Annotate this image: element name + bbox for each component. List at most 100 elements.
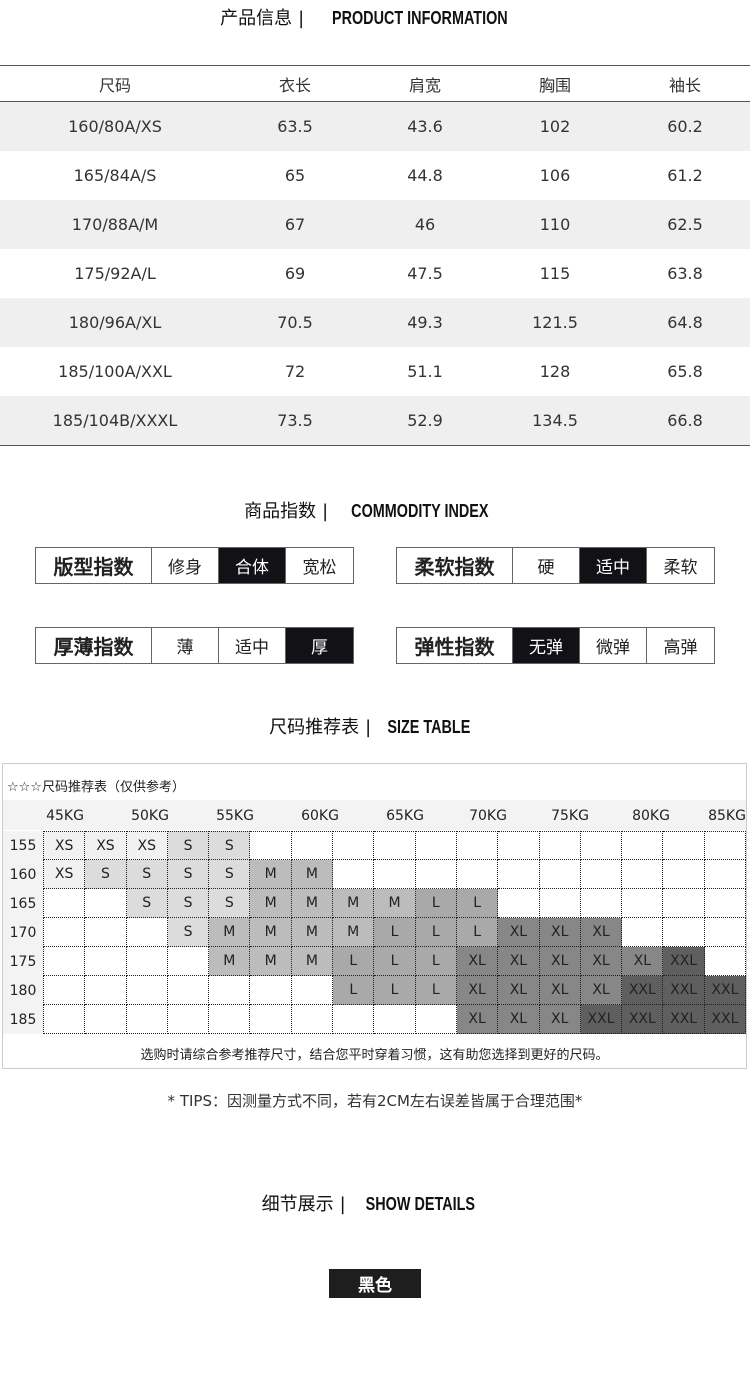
- size-cell: [498, 831, 540, 860]
- index-option: 修身: [152, 548, 219, 583]
- size-cell: M: [209, 918, 251, 947]
- weight-label: 70KG: [469, 808, 507, 824]
- size-cell: [539, 860, 581, 889]
- table-cell: 128: [539, 362, 571, 381]
- size-grid: 155 XS XS XS S S 160 XS S S S S M M 165 S S S M M M M L L 170 S M M…: [3, 831, 747, 1034]
- size-cell: [622, 831, 664, 860]
- index-option: 厚: [286, 628, 353, 663]
- size-cell: S: [126, 860, 168, 889]
- size-cell: [580, 889, 623, 918]
- table-cell: 62.5: [667, 215, 703, 234]
- weight-label: 65KG: [386, 808, 424, 824]
- size-cell: M: [209, 947, 251, 976]
- size-cell: XS: [126, 831, 168, 860]
- size-cell: [291, 976, 334, 1005]
- index-group: 弹性指数 无弹 微弹 高弹: [396, 627, 715, 664]
- table-cell: 165/84A/S: [73, 166, 157, 185]
- size-cell: XS: [85, 831, 127, 860]
- size-cell: XL: [539, 1005, 581, 1034]
- table-row: 160/80A/XS 63.5 43.6 102 60.2: [0, 102, 750, 151]
- column-header: 尺码: [98, 75, 131, 95]
- grid-row: 160 XS S S S S M M: [3, 860, 747, 889]
- index-option: 高弹: [663, 638, 698, 658]
- size-cell: [663, 889, 705, 918]
- size-cell: XXL: [622, 976, 664, 1005]
- size-cell: [291, 1005, 334, 1034]
- table-header-row: 尺码 衣长 肩宽 胸围 袖长: [0, 66, 750, 102]
- size-cell: [498, 860, 540, 889]
- size-cell: M: [374, 889, 416, 918]
- size-cell: [333, 1005, 375, 1034]
- table-cell: 60.2: [667, 117, 703, 136]
- size-cell: XXL: [663, 947, 705, 976]
- table-cell: 180/96A/XL: [68, 313, 162, 332]
- size-cell: [663, 831, 705, 860]
- height-label: 175: [9, 953, 37, 970]
- size-cell: L: [333, 947, 375, 976]
- size-cell: [250, 831, 292, 860]
- size-cell: [43, 1005, 86, 1034]
- size-cell: [209, 976, 251, 1005]
- title-en: PRODUCT INFORMATION: [332, 8, 508, 28]
- title-en: SIZE TABLE: [387, 717, 471, 737]
- size-cell: XL: [580, 976, 623, 1005]
- table-cell: 121.5: [532, 313, 578, 332]
- size-cell: M: [291, 860, 334, 889]
- size-cell: M: [250, 918, 292, 947]
- size-cell: L: [456, 889, 499, 918]
- size-cell: S: [167, 918, 210, 947]
- size-cell: [250, 976, 292, 1005]
- index-option: 硬: [513, 548, 580, 583]
- size-cell: M: [250, 947, 292, 976]
- size-cell: XL: [580, 918, 623, 947]
- size-cell: L: [456, 918, 499, 947]
- size-cell: XS: [43, 831, 86, 860]
- size-cell: [333, 860, 375, 889]
- table-cell: 73.5: [277, 411, 313, 430]
- table-row: 185/104B/XXXL 73.5 52.9 134.5 66.8: [0, 396, 750, 445]
- size-cell: S: [209, 831, 251, 860]
- separator: |: [298, 8, 305, 29]
- size-cell: [333, 831, 375, 860]
- index-option: 合体: [219, 548, 286, 583]
- separator: |: [339, 1194, 346, 1215]
- table-cell: 110: [539, 215, 571, 234]
- table-cell: 170/88A/M: [71, 215, 159, 234]
- grid-row: 170 S M M M M L L L XL XL XL: [3, 918, 747, 947]
- size-cell: XL: [456, 976, 499, 1005]
- size-cell: S: [167, 860, 210, 889]
- size-cell: M: [333, 889, 375, 918]
- size-cell: [539, 889, 581, 918]
- size-cell: L: [374, 918, 416, 947]
- table-cell: 115: [539, 264, 571, 283]
- size-cell: L: [415, 976, 457, 1005]
- column-header: 肩宽: [408, 75, 441, 95]
- size-cell: [622, 918, 664, 947]
- size-cell: S: [85, 860, 127, 889]
- weight-label: 80KG: [632, 808, 670, 824]
- size-cell: XXL: [580, 1005, 623, 1034]
- size-cell: M: [250, 889, 292, 918]
- size-cell: L: [374, 976, 416, 1005]
- title-cn: 细节展示: [261, 1194, 334, 1215]
- size-cell: [456, 860, 499, 889]
- size-cell: [415, 831, 457, 860]
- table-row: 185/100A/XXL 72 51.1 128 65.8: [0, 347, 750, 396]
- size-cell: XL: [539, 918, 581, 947]
- size-cell: [209, 1005, 251, 1034]
- index-group: 版型指数 修身 合体 宽松: [35, 547, 354, 584]
- table-row: 180/96A/XL 70.5 49.3 121.5 64.8: [0, 298, 750, 347]
- size-cell: M: [250, 860, 292, 889]
- size-cell: [539, 831, 581, 860]
- height-label: 160: [9, 866, 37, 883]
- size-cell: [456, 831, 499, 860]
- grid-row: 175 M M M L L L XL XL XL XL XL XXL: [3, 947, 747, 976]
- size-cell: L: [415, 918, 457, 947]
- column-header: 衣长: [278, 75, 311, 95]
- size-cell: M: [291, 918, 334, 947]
- height-label: 185: [9, 1011, 37, 1028]
- height-label: 165: [9, 895, 37, 912]
- size-cell: XXL: [704, 976, 747, 1005]
- size-cell: [85, 947, 127, 976]
- grid-row: 185 XL XL XL XXL XXL XXL XXL: [3, 1005, 747, 1034]
